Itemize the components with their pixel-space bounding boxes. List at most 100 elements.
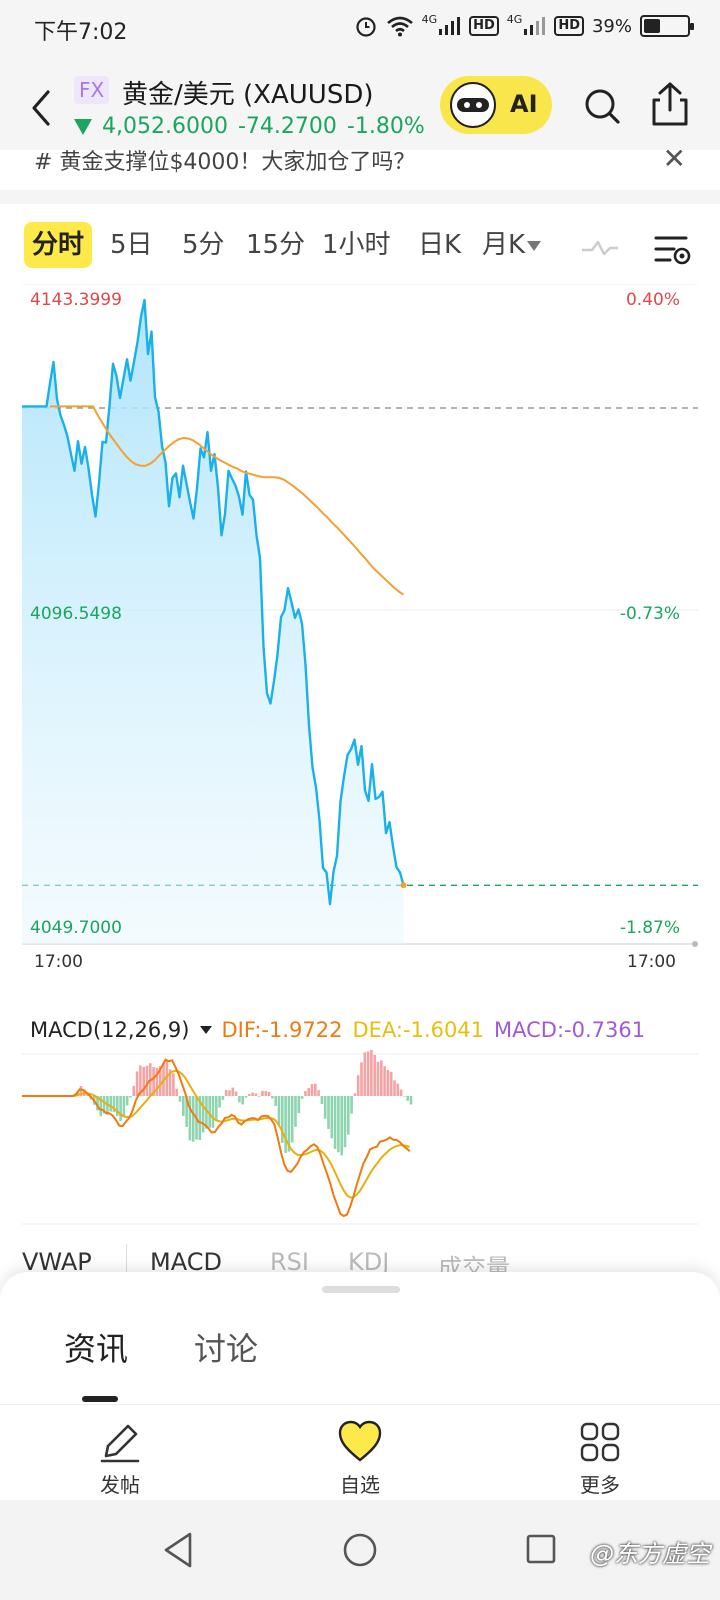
macd-bar (307, 1088, 310, 1096)
macd-bar (284, 1096, 287, 1153)
macd-bar (343, 1096, 347, 1148)
macd-value: MACD:-0.7361 (494, 1018, 646, 1042)
macd-bar (356, 1075, 360, 1096)
chart-type-icon[interactable] (580, 238, 620, 258)
indicator-tab-macd[interactable]: MACD (150, 1248, 222, 1276)
macd-bar (277, 1096, 281, 1125)
macd-bar (238, 1096, 241, 1103)
macd-bar (281, 1096, 284, 1143)
nav-back-icon[interactable] (160, 1530, 196, 1570)
ai-label: AI (510, 90, 538, 118)
macd-bar (333, 1096, 337, 1149)
tab-5min[interactable]: 5分 (182, 230, 225, 260)
macd-bar (129, 1096, 132, 1098)
macd-bar (340, 1096, 343, 1156)
share-icon[interactable] (648, 80, 692, 130)
tab-5day[interactable]: 5日 (110, 230, 153, 260)
watchlist-button[interactable]: 自选 (300, 1420, 420, 1498)
more-button[interactable]: 更多 (540, 1420, 660, 1498)
macd-bar (178, 1096, 182, 1102)
indicator-divider (126, 1244, 127, 1278)
macd-bar (267, 1091, 271, 1096)
back-arrow-icon[interactable] (24, 86, 60, 130)
macd-bar (287, 1096, 291, 1152)
macd-bar (409, 1096, 413, 1105)
instrument-title: 黄金/美元 (XAUUSD) (122, 80, 374, 110)
indicator-tab-rsi[interactable]: RSI (270, 1248, 309, 1276)
signal-icon-1 (439, 17, 461, 35)
tab-discussion[interactable]: 讨论 (194, 1330, 259, 1368)
chart-settings-icon[interactable] (652, 232, 692, 268)
macd-bar (251, 1092, 254, 1096)
hash-icon: # (34, 150, 60, 175)
macd-bar (310, 1084, 314, 1096)
macd-bar (317, 1090, 320, 1096)
status-time: 下午7:02 (34, 20, 128, 45)
tab-news[interactable]: 资讯 (64, 1330, 129, 1368)
tab-15min[interactable]: 15分 (246, 230, 306, 260)
indicator-tab-vwap[interactable]: VWAP (22, 1248, 92, 1276)
heart-icon (338, 1420, 382, 1462)
tab-intraday[interactable]: 分时 (24, 222, 93, 268)
macd-bar (366, 1051, 370, 1096)
macd-header[interactable]: MACD(12,26,9) DIF:-1.9722 DEA:-1.6041 MA… (30, 1018, 645, 1042)
post-button[interactable]: 发帖 (60, 1420, 180, 1498)
news-ticker[interactable]: # 黄金支撑位$4000！大家加仓了吗？ ✕ (0, 150, 720, 190)
macd-bar (274, 1096, 277, 1106)
macd-bar (119, 1096, 122, 1122)
macd-bar (168, 1069, 172, 1096)
hd-badge-1: HD (469, 16, 499, 36)
sheet-drag-handle[interactable] (322, 1286, 400, 1293)
macd-bar (132, 1085, 136, 1096)
macd-bar (271, 1096, 274, 1099)
macd-bar (191, 1096, 195, 1142)
tab-daily-k[interactable]: 日K (418, 230, 462, 260)
system-nav-bar: @东方虚空 (0, 1500, 720, 1600)
nav-home-icon[interactable] (340, 1530, 380, 1570)
search-icon[interactable] (582, 84, 622, 128)
macd-bar (215, 1096, 218, 1121)
macd-bar (218, 1096, 221, 1108)
time-end-label: 17:00 (627, 952, 676, 972)
price-chart[interactable]: 4143.3999 0.40% 4096.5498 -0.73% 4049.70… (0, 283, 720, 1004)
macd-bar (320, 1096, 324, 1105)
more-label: 更多 (580, 1473, 620, 1497)
average-line (50, 405, 405, 596)
price-chart-svg (22, 283, 698, 947)
grid-more-icon (580, 1422, 620, 1462)
macd-bar (116, 1096, 119, 1117)
tab-monthly-k[interactable]: 月K (482, 222, 542, 268)
period-tabs: 分时 5日 5分 15分 1小时 日K 月K (0, 210, 720, 280)
macd-bar (406, 1096, 409, 1101)
dif-line (22, 1058, 411, 1218)
macd-bar (201, 1096, 205, 1133)
macd-bar (99, 1096, 103, 1117)
macd-bar (231, 1087, 235, 1096)
status-icons: 4G HD 4G HD 39% (354, 12, 694, 38)
ai-assistant-button[interactable]: AI (440, 76, 552, 134)
macd-bar (337, 1096, 340, 1153)
macd-bar (122, 1096, 126, 1117)
macd-dea: DEA:-1.6041 (352, 1018, 485, 1042)
close-icon[interactable]: ✕ (662, 150, 686, 175)
macd-bar (353, 1093, 357, 1096)
market-badge: FX (74, 76, 110, 104)
macd-bar (182, 1096, 185, 1116)
macd-bar (314, 1083, 317, 1096)
nav-recents-icon[interactable] (524, 1532, 558, 1566)
price-high-label: 4143.3999 (30, 290, 122, 310)
macd-bar (257, 1096, 261, 1097)
macd-dif: DIF:-1.9722 (221, 1018, 343, 1042)
macd-bar (185, 1096, 188, 1128)
macd-bar (234, 1091, 238, 1096)
macd-bar (198, 1096, 202, 1140)
time-start-label: 17:00 (34, 952, 83, 972)
macd-bar (158, 1066, 162, 1096)
dea-line (50, 1069, 411, 1199)
macd-bar (393, 1080, 396, 1096)
network-label-2: 4G (506, 12, 523, 26)
indicator-tab-kdj[interactable]: KDJ (348, 1248, 390, 1276)
macd-bar (86, 1094, 89, 1096)
macd-bar (188, 1096, 192, 1141)
tab-1hour[interactable]: 1小时 (322, 230, 391, 260)
